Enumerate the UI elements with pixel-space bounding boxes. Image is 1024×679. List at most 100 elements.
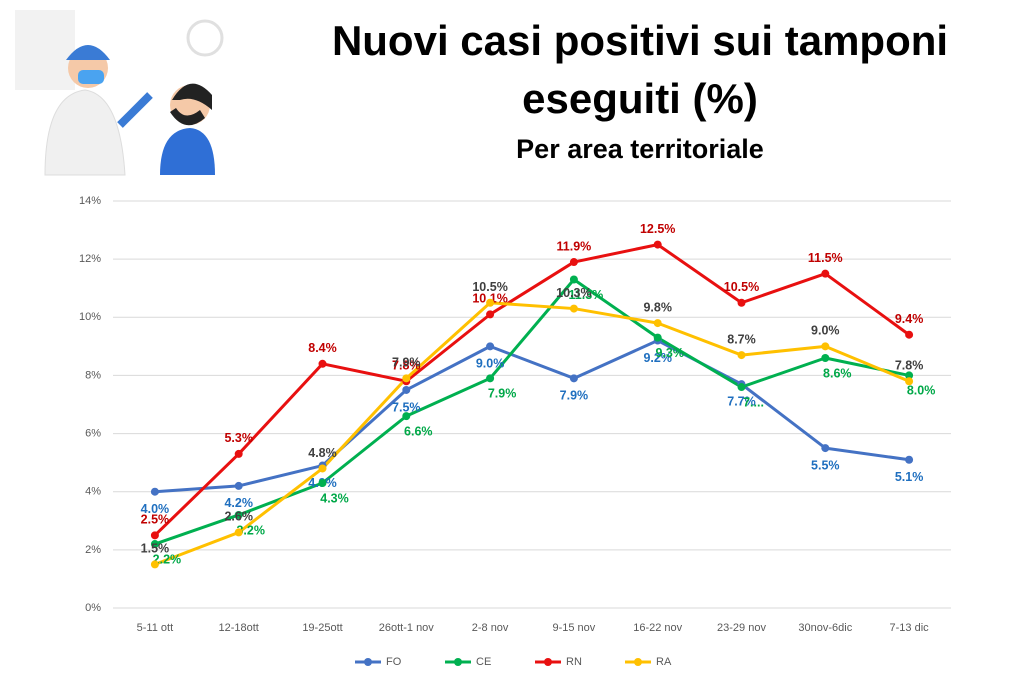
data-label: 11.9% [557,239,592,253]
data-point [234,510,243,519]
data-label: 5.5% [811,458,840,472]
x-tick-label: 16-22 nov [633,622,682,634]
data-label: 7.9% [488,387,517,401]
x-tick-label: 19-25ott [302,622,342,634]
y-tick-label: 2% [85,544,101,556]
legend-marker [544,658,552,666]
data-label: 8.6% [823,366,852,380]
data-label: 10.5% [472,280,507,294]
x-tick-label: 9-15 nov [552,622,595,634]
data-label: 11.5% [808,251,843,265]
data-point [486,342,495,351]
data-point [569,304,578,313]
data-point [905,377,914,386]
data-label: 10.1% [472,292,507,306]
data-label: 8.7% [727,332,756,346]
data-label: 2.5% [141,513,170,527]
data-point [150,560,159,569]
data-point [402,412,411,421]
data-point [234,528,243,537]
illustration [15,10,224,176]
data-label: 8.4% [308,341,337,355]
data-label: 9.0% [476,357,505,371]
data-point [318,464,327,473]
data-point [905,371,914,380]
data-label: 7.8% [895,359,924,373]
data-label: 3.2% [236,523,265,537]
chart-title: Nuovi casi positivi sui tamponi eseguiti… [331,17,949,122]
doctor-body [44,89,126,176]
data-label: 11.3% [569,288,604,302]
data-label: 9.8% [643,300,672,314]
data-point [737,351,746,360]
series-line [154,277,910,546]
data-label: 7.5% [392,400,421,414]
x-tick-label: 26ott-1 nov [379,622,435,634]
data-point [150,487,159,496]
data-label: 8.0% [907,384,936,398]
data-point [737,298,746,307]
patient-hair [172,83,212,110]
data-label: 4.2% [224,496,253,510]
mask [78,70,104,84]
data-label: 4.8% [308,446,337,460]
chart-subtitle: Per area territoriale [516,134,764,164]
data-point [569,374,578,383]
data-point [821,444,830,453]
data-label: 4.0% [141,502,170,516]
data-point [402,385,411,394]
data-point [234,449,243,458]
x-tick-label: 23-29 nov [717,622,766,634]
data-point [821,353,830,362]
data-label: 7.9% [392,356,421,370]
data-label: 6.6% [404,424,433,438]
data-point [821,269,830,278]
x-tick-label: 12-18ott [219,622,259,634]
data-point [737,383,746,392]
data-point [653,333,662,342]
data-point [905,330,914,339]
data-label: 4.3% [320,491,349,505]
data-point [653,319,662,328]
x-tick-label: 2-8 nov [472,622,509,634]
legend-marker [634,658,642,666]
data-label: 7.... [743,395,764,409]
data-label: 9.0% [811,324,840,338]
clock [186,19,224,57]
series-line [153,243,910,537]
y-tick-label: 8% [85,369,101,381]
legend-label: RA [656,656,672,668]
data-label: 7.7% [727,394,756,408]
data-label: 2.2% [153,552,182,566]
data-point [905,455,914,464]
data-label: 12.5% [640,222,675,236]
window [15,10,75,90]
y-tick-label: 0% [85,602,101,614]
data-point [318,478,327,487]
data-point [402,374,411,383]
data-point [653,240,662,249]
patient-body [160,128,215,175]
data-point [150,531,159,540]
data-label: 5.3% [224,431,253,445]
data-point [234,481,243,490]
data-point [150,540,159,549]
data-point [486,310,495,319]
data-label: 5.1% [895,470,924,484]
data-point [569,258,578,267]
legend-marker [454,658,462,666]
data-label: 9.2% [643,351,672,365]
data-point [569,275,578,284]
y-tick-label: 14% [79,195,101,207]
legend-label: FO [386,656,402,668]
data-label: 9.3% [655,346,684,360]
data-point [486,374,495,383]
legend-label: CE [476,656,491,668]
data-label: 10.5% [724,280,759,294]
y-tick-label: 6% [85,427,101,439]
y-tick-label: 10% [79,311,101,323]
series-line [154,339,910,494]
series-line [154,301,910,566]
doctor-cap [66,45,110,60]
